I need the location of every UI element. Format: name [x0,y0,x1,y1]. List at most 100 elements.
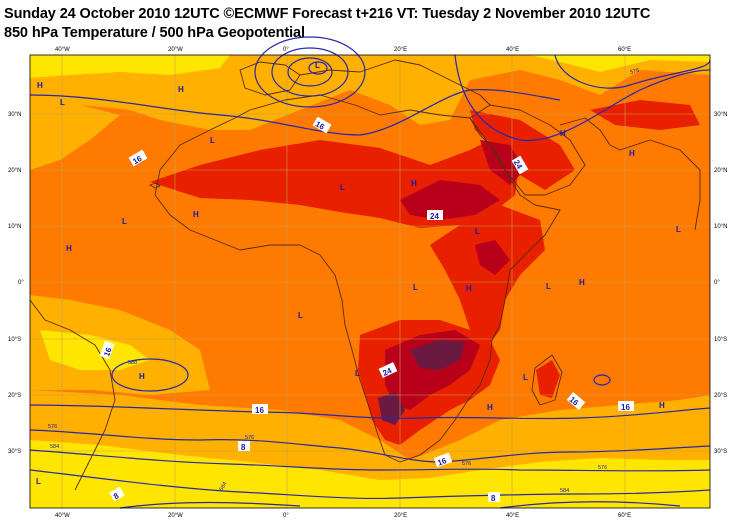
africa-coast [154,94,561,463]
temperature-yellow-north [30,55,230,78]
contour-madagascar-ring [593,374,611,386]
pressure-center-marker: L [523,373,528,382]
isotherm-label: 8 [238,441,250,452]
lon-tick-top: 40°W [55,47,70,53]
pressure-center-marker: H [193,210,199,219]
isotherm-label: 16 [433,452,453,468]
contour-584-south [29,429,711,463]
pressure-center-marker: L [475,227,480,236]
lon-tick-bottom: 20°W [168,513,183,519]
isotherm-label: 16 [128,149,148,167]
lat-tick-left: 0° [18,280,24,286]
pressure-center-marker: H [37,81,43,90]
svg-text:24: 24 [381,366,393,378]
pressure-centers: H H L L L L H H H L L L L L H L H L H H … [36,61,681,486]
lat-tick-left: 10°S [8,337,21,343]
lat-tick-right: 10°S [714,337,727,343]
geopotential-label: 576 [630,68,640,76]
contour-576-south [29,449,711,472]
temperature-band-west [30,105,120,170]
geopotential-label: 584 [219,481,229,492]
isotherm-label: 16 [252,404,268,415]
contour-588-atlantic [111,358,189,392]
pressure-center-marker: L [122,217,127,226]
geopotential-label: 584 [560,488,569,494]
pressure-center-marker: L [315,61,320,70]
pressure-center-marker: H [560,129,566,138]
lat-tick-right: 30°S [714,449,727,455]
lat-tick-right: 20°S [714,393,727,399]
isotherm-label: 16 [618,401,634,412]
isotherm-labels: 16 16 24 24 16 24 16 8 [99,116,634,503]
lon-tick-bottom: 20°E [394,513,407,519]
contour-east-ring [554,54,711,89]
temperature-red-iran [590,100,700,130]
temperature-yellow-atlantic [40,330,150,370]
lat-tick-left: 30°N [8,112,21,118]
geopotential-label: 576 [245,435,254,441]
isotherm-label: 8 [488,492,500,503]
contour-north-ridge [454,54,711,142]
pressure-center-marker: L [355,369,360,378]
svg-text:8: 8 [241,443,246,452]
lat-tick-right: 20°N [714,168,727,174]
pressure-center-marker: H [139,372,145,381]
geopotential-label: 576 [462,461,471,467]
svg-text:16: 16 [102,346,114,358]
lon-tick-top: 20°E [394,47,407,53]
persian-gulf-coast [559,117,621,151]
temperature-darkred-horn [475,240,510,275]
pressure-center-marker: L [546,282,551,291]
pressure-center-marker: H [579,278,585,287]
isotherm-label: 16 [99,340,115,360]
svg-text:16: 16 [621,403,630,412]
geopotential-label: 576 [48,424,57,430]
map-title: Sunday 24 October 2010 12UTC ©ECMWF Fore… [4,6,651,22]
svg-text:16: 16 [436,456,448,468]
lon-tick-top: 40°E [506,47,519,53]
lon-tick-bottom: 40°W [55,513,70,519]
south-america-coast [29,299,116,491]
lon-tick-top: 0° [283,47,289,53]
pressure-center-marker: L [340,183,345,192]
longitude-ticks: 40°W 20°W 0° 20°E 40°E 60°E 40°W 20°W 0°… [55,47,631,519]
svg-text:8: 8 [112,491,121,501]
contour-576-north [29,89,561,136]
temperature-red-central [430,205,545,350]
contour-568-south [29,469,711,500]
pressure-center-marker: L [210,136,215,145]
canary-islands [149,182,161,189]
lon-tick-bottom: 60°E [618,513,631,519]
temperature-darkred-sudan [400,180,500,220]
mediterranean-coast [299,59,491,106]
svg-text:16: 16 [255,406,264,415]
pressure-center-marker: H [629,149,635,158]
pressure-center-marker: H [466,284,472,293]
pressure-center-marker: H [659,401,665,410]
lat-tick-right: 30°N [714,112,727,118]
temperature-band-north [30,55,710,130]
contour-560-south [119,501,301,509]
lat-tick-left: 20°N [8,168,21,174]
geopotential-label: 576 [598,465,607,471]
pressure-center-marker: L [413,283,418,292]
isotherm-label: 8 [109,486,125,502]
india-coast [619,139,701,231]
lat-tick-left: 30°S [8,449,21,455]
map-subtitle: 850 hPa Temperature / 500 hPa Geopotenti… [4,25,305,41]
temperature-purple-kalahari [378,392,405,425]
isotherm-label: 24 [378,362,398,378]
temperature-purple-zambia [410,340,465,370]
geopotential-label: 584 [50,444,59,450]
pressure-center-marker: L [298,311,303,320]
svg-text:8: 8 [491,494,496,503]
lon-tick-top: 60°E [618,47,631,53]
isotherm-label: 16 [312,116,332,134]
geopotential-contours [29,36,711,509]
madagascar-coast [531,354,563,406]
lat-tick-left: 20°S [8,393,21,399]
lon-tick-bottom: 0° [283,513,289,519]
pressure-center-marker: H [66,244,72,253]
temperature-darkred-ethiopia [480,140,525,185]
